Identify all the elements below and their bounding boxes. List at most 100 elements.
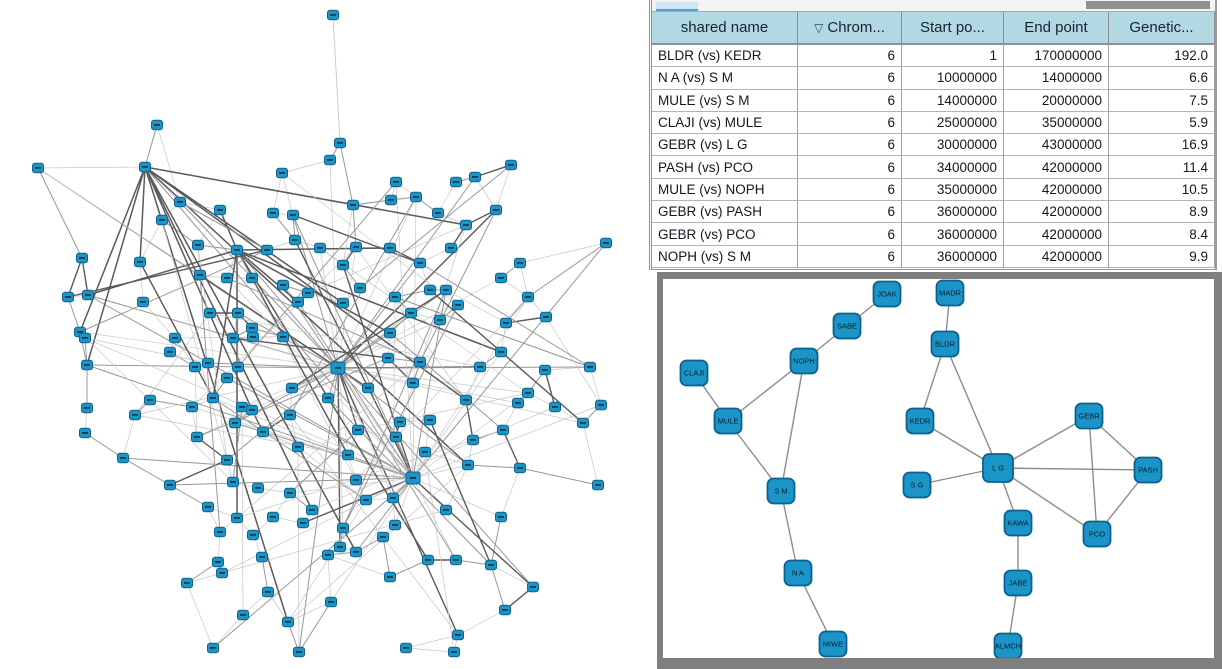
- network-node[interactable]: [1003, 509, 1033, 537]
- column-header-3[interactable]: End point: [1004, 12, 1109, 43]
- network-node[interactable]: [872, 280, 902, 308]
- network-edge: [221, 509, 447, 574]
- network-node-label: [517, 467, 523, 469]
- network-edge: [67, 249, 268, 298]
- network-node-label: [189, 406, 195, 408]
- table-cell: 6: [798, 67, 902, 90]
- table-row[interactable]: MULE (vs) NOPH 6 35000000 42000000 10.5: [652, 178, 1215, 202]
- overview-network-canvas[interactable]: [0, 0, 655, 669]
- table-row[interactable]: NOPH (vs) S M 6 36000000 42000000 9.9: [652, 245, 1215, 268]
- network-node-label: [427, 419, 433, 421]
- network-edge: [298, 367, 339, 653]
- network-node-label: [177, 201, 183, 203]
- network-edge: [86, 364, 414, 479]
- table-row[interactable]: GEBR (vs) L G 6 30000000 43000000 16.9: [652, 134, 1215, 157]
- network-node-label: [249, 327, 255, 329]
- network-edge: [287, 464, 469, 623]
- network-node[interactable]: [902, 471, 932, 499]
- network-edge: [291, 289, 447, 389]
- column-header-0[interactable]: shared name: [652, 12, 798, 43]
- network-node-label: [392, 296, 398, 298]
- filtered-network-panel[interactable]: JOAK MADR SABE BLDR NOPH CLAJI MULE KEDR GEBR L G…: [657, 272, 1222, 669]
- network-edge: [226, 277, 414, 479]
- network-edge: [445, 464, 469, 511]
- table-cell: 6: [798, 178, 902, 202]
- table-top-scrollbar[interactable]: [652, 0, 1215, 12]
- network-edge: [327, 554, 391, 578]
- network-node[interactable]: [713, 407, 743, 435]
- network-node-label: [167, 484, 173, 486]
- network-edge: [67, 296, 81, 333]
- table-row[interactable]: PASH (vs) PCO 6 34000000 42000000 11.4: [652, 156, 1215, 179]
- network-node[interactable]: [982, 453, 1014, 483]
- network-node-label: [239, 406, 245, 408]
- network-edge: [527, 242, 607, 298]
- network-node[interactable]: [1133, 456, 1163, 484]
- network-node-label: [260, 431, 266, 433]
- network-node-label: [598, 404, 604, 406]
- table-cell: MULE (vs) S M: [652, 89, 798, 112]
- table-cell: N A (vs) S M: [652, 67, 798, 90]
- network-edge: [199, 274, 339, 369]
- table-cell: 35000000: [1004, 111, 1109, 135]
- network-node[interactable]: [1003, 569, 1033, 597]
- network-node-label: ALMCH: [995, 642, 1021, 651]
- network-node[interactable]: [993, 632, 1023, 659]
- network-node[interactable]: [1082, 520, 1112, 548]
- column-header-label: Start po...: [919, 19, 986, 36]
- network-node-label: [234, 517, 240, 519]
- network-node[interactable]: [930, 330, 960, 358]
- network-node-label: [250, 534, 256, 536]
- network-node[interactable]: [935, 279, 965, 307]
- filter-icon[interactable]: ▽: [814, 20, 824, 35]
- scrollbar-thumb[interactable]: [1086, 1, 1210, 9]
- network-node-label: [542, 369, 548, 371]
- scrollbar-left-tab[interactable]: [656, 2, 698, 11]
- table-cell: 25000000: [902, 111, 1004, 135]
- network-node[interactable]: [789, 347, 819, 375]
- table-row[interactable]: GEBR (vs) PASH 6 36000000 42000000 8.9: [652, 201, 1215, 224]
- column-header-2[interactable]: Start po...: [902, 12, 1004, 43]
- network-node[interactable]: [679, 359, 709, 387]
- network-edge: [226, 277, 421, 363]
- network-node-label: [427, 289, 433, 291]
- table-cell: 6: [798, 201, 902, 224]
- network-edge: [289, 429, 359, 494]
- table-row[interactable]: MULE (vs) S M 6 14000000 20000000 7.5: [652, 89, 1215, 112]
- network-edge: [287, 601, 332, 623]
- network-node-label: [417, 262, 423, 264]
- column-header-4[interactable]: Genetic...: [1109, 12, 1215, 43]
- network-node-label: [455, 304, 461, 306]
- network-node-label: [270, 516, 276, 518]
- network-node[interactable]: [1074, 402, 1104, 430]
- network-edge: [236, 249, 357, 481]
- network-node-label: KAWA: [1007, 519, 1029, 528]
- network-edge: [144, 166, 467, 226]
- network-node-label: [210, 397, 216, 399]
- table-row[interactable]: GEBR (vs) PCO 6 36000000 42000000 8.4: [652, 223, 1215, 246]
- overview-network-panel[interactable]: [0, 0, 655, 669]
- network-node[interactable]: [783, 559, 813, 587]
- network-edge: [179, 201, 268, 251]
- network-edge: [139, 261, 144, 303]
- network-node[interactable]: [766, 477, 796, 505]
- network-edge: [359, 164, 512, 289]
- network-node-label: [493, 209, 499, 211]
- network-node-label: [437, 319, 443, 321]
- network-node[interactable]: [905, 407, 935, 435]
- network-edge: [352, 204, 357, 248]
- table-cell: 42000000: [1004, 201, 1109, 224]
- network-node[interactable]: [832, 312, 862, 340]
- column-header-1[interactable]: ▽ Chrom...: [798, 12, 902, 43]
- table-row[interactable]: N A (vs) S M 6 10000000 14000000 6.6: [652, 67, 1215, 90]
- table-row[interactable]: CLAJI (vs) MULE 6 25000000 35000000 5.9: [652, 111, 1215, 135]
- network-node[interactable]: [818, 630, 848, 658]
- network-node-label: [500, 429, 506, 431]
- network-node-label: [472, 176, 478, 178]
- table-row[interactable]: BLDR (vs) KEDR 6 1 170000000 192.0: [652, 45, 1215, 68]
- network-node-label: [393, 436, 399, 438]
- filtered-network-canvas[interactable]: JOAK MADR SABE BLDR NOPH CLAJI MULE KEDR GEBR L G…: [663, 279, 1214, 658]
- network-node-label: [195, 244, 201, 246]
- network-edge: [307, 224, 467, 294]
- network-edge: [144, 166, 469, 466]
